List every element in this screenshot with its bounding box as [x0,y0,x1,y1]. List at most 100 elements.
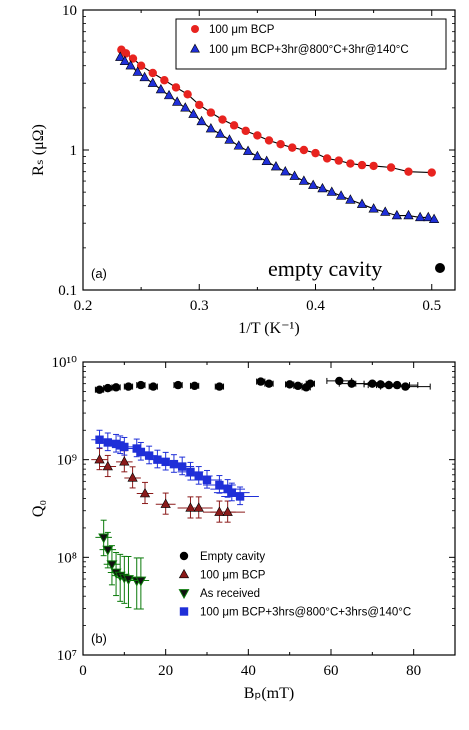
legend-label: Empty cavity [200,551,265,563]
data-point [293,381,303,391]
data-point [148,68,157,78]
data-point [195,100,204,110]
y-tick-label: 10⁷ [57,648,77,664]
data-point [180,102,191,112]
data-point [253,131,262,140]
data-point [95,435,104,444]
data-point [428,213,440,223]
legend-marker [179,607,189,616]
data-point [119,456,130,466]
data-point [205,123,217,133]
y-tick-label: 10⁸ [57,550,77,566]
y-axis-label: Rₛ (μΩ) [30,124,47,176]
data-point [356,198,368,208]
data-point [317,182,328,193]
data-point [172,96,183,106]
legend-marker [190,43,200,53]
x-tick-label: 0 [79,663,87,679]
data-point [403,209,414,220]
legend-a: 100 μm BCP 100 μm BCP+3hr@800°C+3hr@140°C [175,18,447,70]
legend-label: 100 μm BCP [209,24,275,36]
data-point [242,145,254,155]
panel-b: 0 20 40 60 80 10⁷ 10⁸ 10⁹ 10¹⁰ Bₚ(mT) Q₀ (b) [30,355,456,702]
x-axis-label: 1/T (K⁻¹) [238,320,299,337]
y-tick-label: 0.1 [58,283,77,299]
data-point [183,90,192,99]
data-point [214,506,225,516]
legend-b: Empty cavity 100 μm BCP As received 100 μm … [178,551,411,619]
legend-marker [191,25,199,33]
data-point [173,380,183,390]
panel-label: (b) [91,631,107,646]
data-point [120,442,129,452]
data-point [160,76,169,85]
data-point [308,179,319,189]
legend-label: 100 μm BCP+3hr@800°C+3hr@140°C [209,44,409,56]
data-point [215,480,224,490]
data-point [95,385,104,394]
series-2 [95,519,150,610]
data-point [160,498,171,508]
data-point [119,55,130,65]
data-point [94,454,105,464]
x-tick-label: 0.4 [306,298,325,314]
data-point [252,150,263,161]
data-point [136,447,146,457]
data-point [103,383,113,393]
data-point [218,115,227,124]
legend-label: 100 μm BCP [200,570,266,582]
data-point [335,190,347,200]
series-0 [94,376,431,394]
data-point [270,161,282,171]
data-point [215,128,226,138]
legend-label: As received [200,588,260,600]
data-point [392,380,402,390]
data-point [215,382,224,391]
data-point [235,492,245,501]
data-point [115,51,126,61]
legend-marker [178,589,190,600]
data-point [222,506,233,516]
x-tick-label: 20 [158,663,173,679]
legend-frame [175,18,447,70]
data-point [190,381,199,391]
data-point [256,377,265,386]
data-point [414,211,426,222]
data-point [423,211,434,222]
y-axis-label: Q₀ [30,500,47,517]
data-point [102,545,114,556]
data-point [285,380,294,389]
data-point [241,126,250,136]
data-point [264,136,274,145]
data-point [404,167,413,176]
data-point [288,143,297,152]
data-point [289,170,300,180]
x-tick-label: 60 [324,663,339,679]
legend-label: 100 μm BCP+3hrs@800°C+3hrs@140°C [200,607,411,619]
data-point [347,379,356,388]
x-tick-label: 40 [241,663,256,679]
data-point [123,575,134,586]
data-point [261,155,272,165]
data-point [103,438,112,447]
annotation-marker [435,263,445,273]
panel-label: (a) [91,266,107,281]
data-point [149,382,158,391]
data-point [334,156,343,165]
data-point [306,379,315,388]
plot-frame [82,361,456,656]
data-point [163,89,175,100]
data-point [368,379,377,388]
data-point [139,71,150,82]
data-point [171,83,181,92]
data-point [136,380,146,390]
x-axis-label: Bₚ(mT) [244,685,294,702]
data-point [124,382,133,391]
data-point [202,475,212,485]
x-tick-label: 0.2 [74,298,93,314]
data-point [380,206,391,216]
data-point [102,460,113,471]
data-point [106,560,118,571]
data-point [280,166,291,176]
